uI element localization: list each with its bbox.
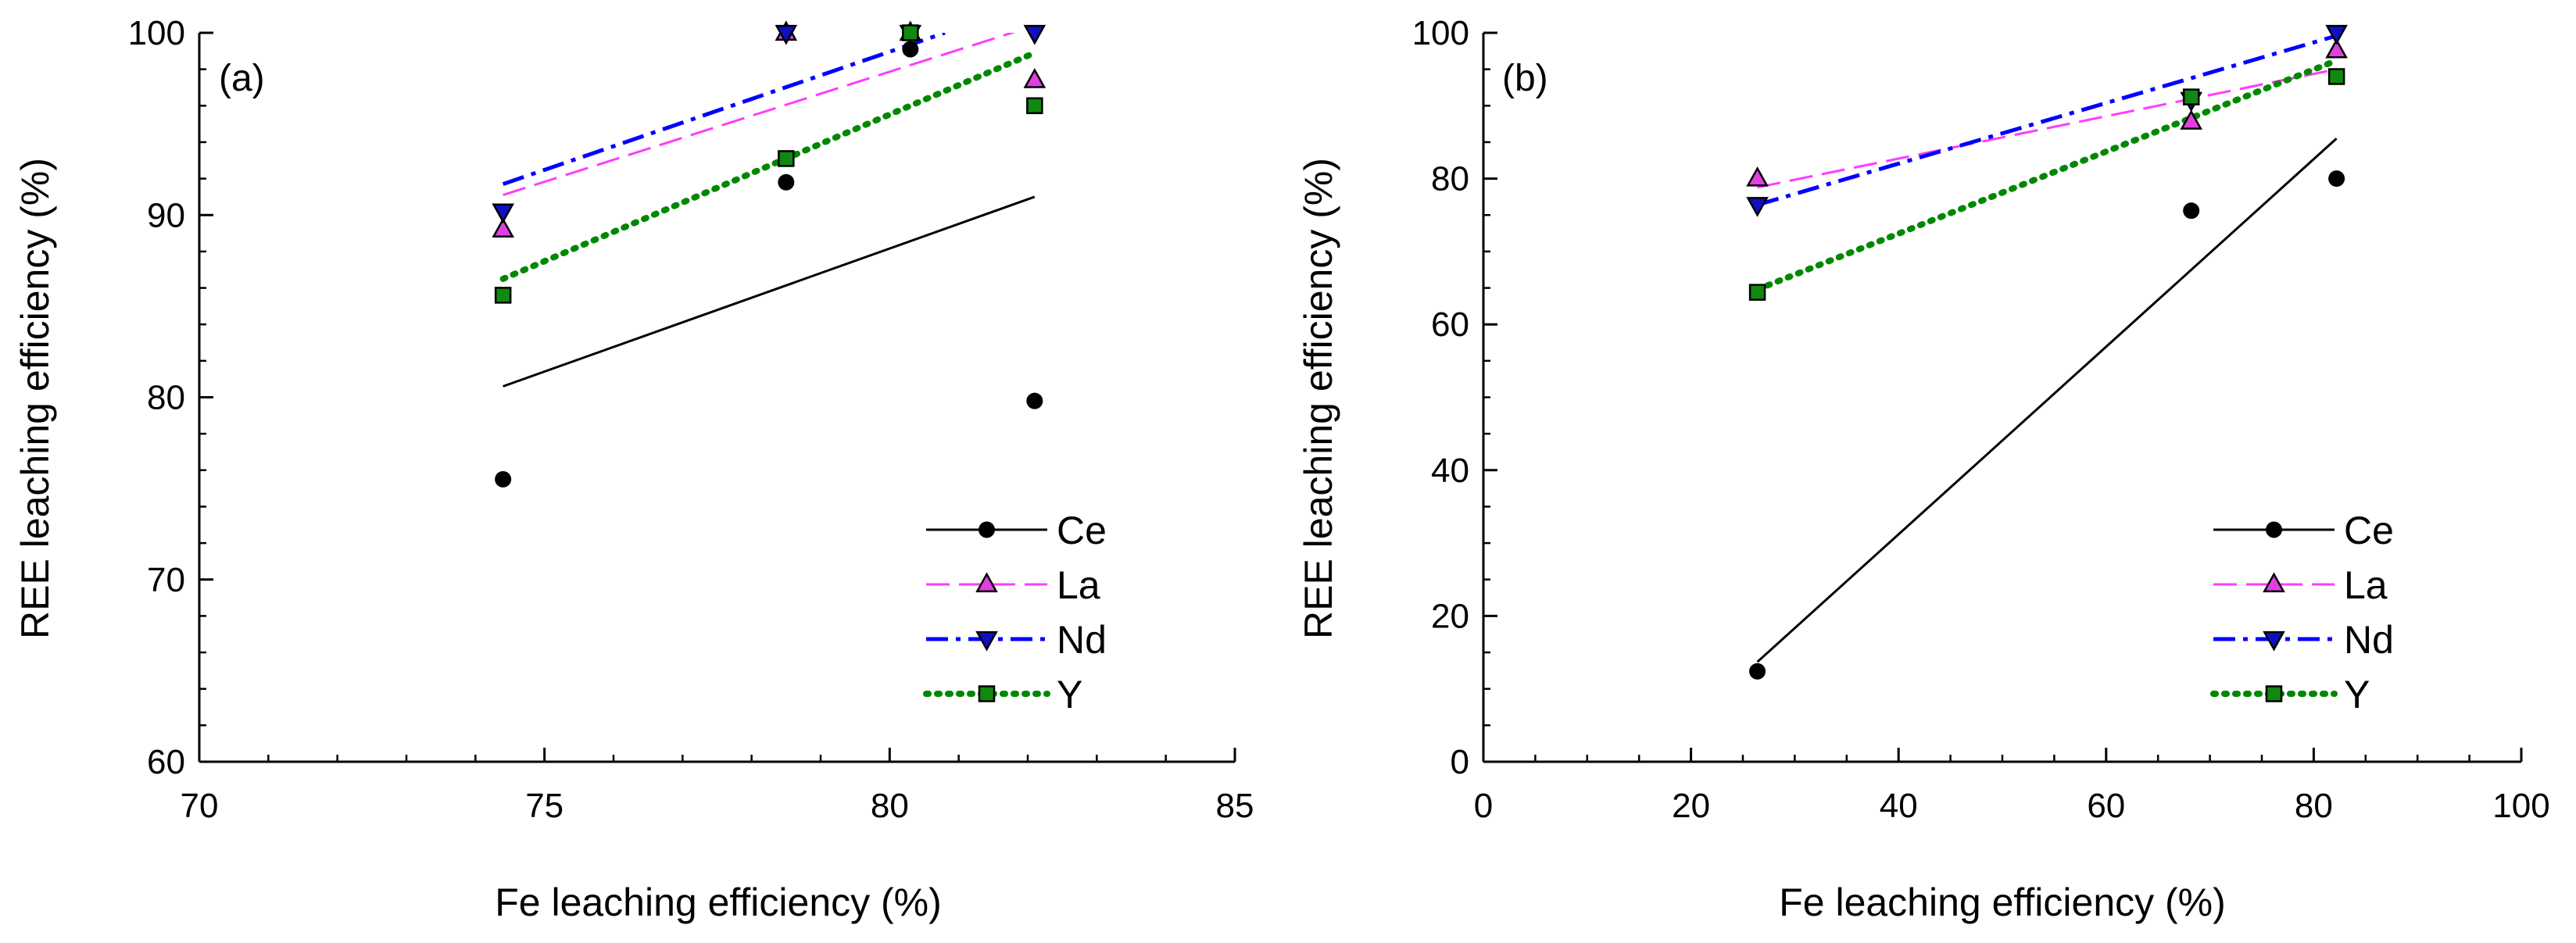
- y-tick-label: 70: [147, 561, 185, 599]
- legend-marker-ce: [2266, 521, 2282, 538]
- data-point-y: [902, 24, 919, 41]
- data-point-ce: [2328, 170, 2345, 188]
- legend-label-ce: Ce: [1057, 509, 1107, 552]
- panel-label: (a): [219, 58, 265, 99]
- x-tick-label: 20: [1672, 787, 1710, 825]
- data-point-y: [494, 287, 512, 304]
- y-tick-label: 80: [147, 379, 185, 417]
- data-point-ce: [778, 173, 795, 191]
- legend-marker-la: [2263, 572, 2285, 593]
- x-axis-title: Fe leaching efficiency (%): [495, 880, 942, 924]
- x-tick-label: 40: [1880, 787, 1918, 825]
- y-tick-label: 40: [1431, 452, 1469, 490]
- y-axis-title: REE leaching efficiency (%): [1297, 158, 1340, 639]
- data-point-la: [2180, 109, 2203, 130]
- data-point-ce: [1749, 663, 1766, 680]
- fit-line-la: [503, 33, 1016, 197]
- fit-line-ce: [1756, 138, 2338, 663]
- data-point-y: [2182, 88, 2200, 105]
- data-point-la: [492, 217, 514, 238]
- fit-line-y: [1754, 57, 2340, 293]
- y-axis-title: REE leaching efficiency (%): [13, 158, 57, 639]
- data-point-nd: [2325, 24, 2348, 45]
- plot-area: 0 20 40 60 80 100 0 20 40 60 80 100: [1412, 14, 2550, 825]
- data-point-nd: [492, 203, 514, 224]
- data-point-y: [1026, 97, 1043, 115]
- legend-label-y: Y: [2344, 673, 2370, 716]
- data-point-nd: [1746, 197, 1769, 217]
- x-tick-label: 85: [1216, 787, 1254, 825]
- y-tick-label: 60: [147, 743, 185, 781]
- y-tick-label: 90: [147, 196, 185, 234]
- data-point-la: [1023, 68, 1046, 88]
- y-tick-label: 100: [1412, 14, 1469, 52]
- y-tick-label: 80: [1431, 160, 1469, 198]
- legend-marker-y: [2265, 685, 2283, 702]
- y-tick-label: 60: [1431, 305, 1469, 344]
- legend-marker-la: [975, 572, 998, 593]
- data-point-ce: [902, 41, 919, 58]
- plot-area: 70 75 80 85 60 70 80 90 100: [128, 14, 1254, 825]
- fit-line-nd: [502, 33, 946, 186]
- fit-line-y: [499, 49, 1038, 282]
- x-tick-label: 80: [871, 787, 909, 825]
- x-tick-label: 60: [2087, 787, 2125, 825]
- x-axis-title: Fe leaching efficiency (%): [1779, 880, 2226, 924]
- legend-marker-y: [978, 685, 996, 702]
- panel-label: (b): [1502, 58, 1548, 99]
- x-tick-label: 70: [181, 787, 219, 825]
- panel-b: Fe leaching efficiency (%) REE leaching …: [1297, 14, 2550, 924]
- legend-label-ce: Ce: [2344, 509, 2394, 552]
- x-tick-label: 80: [2295, 787, 2333, 825]
- legend-label-nd: Nd: [2344, 618, 2394, 662]
- y-tick-label: 0: [1451, 743, 1469, 781]
- y-tick-label: 100: [128, 14, 185, 52]
- legend-marker-nd: [2263, 630, 2285, 652]
- legend-label-la: La: [1057, 563, 1100, 607]
- data-point-ce: [1026, 392, 1043, 409]
- fit-line-ce: [503, 195, 1036, 388]
- data-point-y: [2327, 68, 2345, 85]
- data-point-ce: [495, 470, 512, 488]
- x-tick-label: 0: [1474, 787, 1493, 825]
- legend: Ce La Nd Y: [923, 509, 1107, 716]
- panel-a: Fe leaching efficiency (%) REE leaching …: [13, 14, 1254, 924]
- legend-label-y: Y: [1057, 673, 1082, 716]
- data-point-ce: [2183, 202, 2200, 220]
- legend: Ce La Nd Y: [2210, 509, 2394, 716]
- y-tick-label: 20: [1431, 597, 1469, 635]
- x-tick-label: 100: [2492, 787, 2549, 825]
- legend-label-nd: Nd: [1057, 618, 1107, 662]
- data-point-la: [1746, 166, 1769, 187]
- legend-label-la: La: [2344, 563, 2388, 607]
- data-point-nd: [1023, 24, 1046, 45]
- legend-marker-ce: [979, 521, 995, 538]
- data-point-y: [778, 150, 795, 167]
- fit-line-nd: [1756, 34, 2338, 207]
- x-tick-label: 75: [525, 787, 564, 825]
- fit-line-la: [1757, 68, 2337, 189]
- legend-marker-nd: [975, 630, 998, 652]
- data-point-y: [1748, 284, 1766, 301]
- data-point-la: [2325, 38, 2348, 59]
- data-point-nd: [775, 24, 798, 45]
